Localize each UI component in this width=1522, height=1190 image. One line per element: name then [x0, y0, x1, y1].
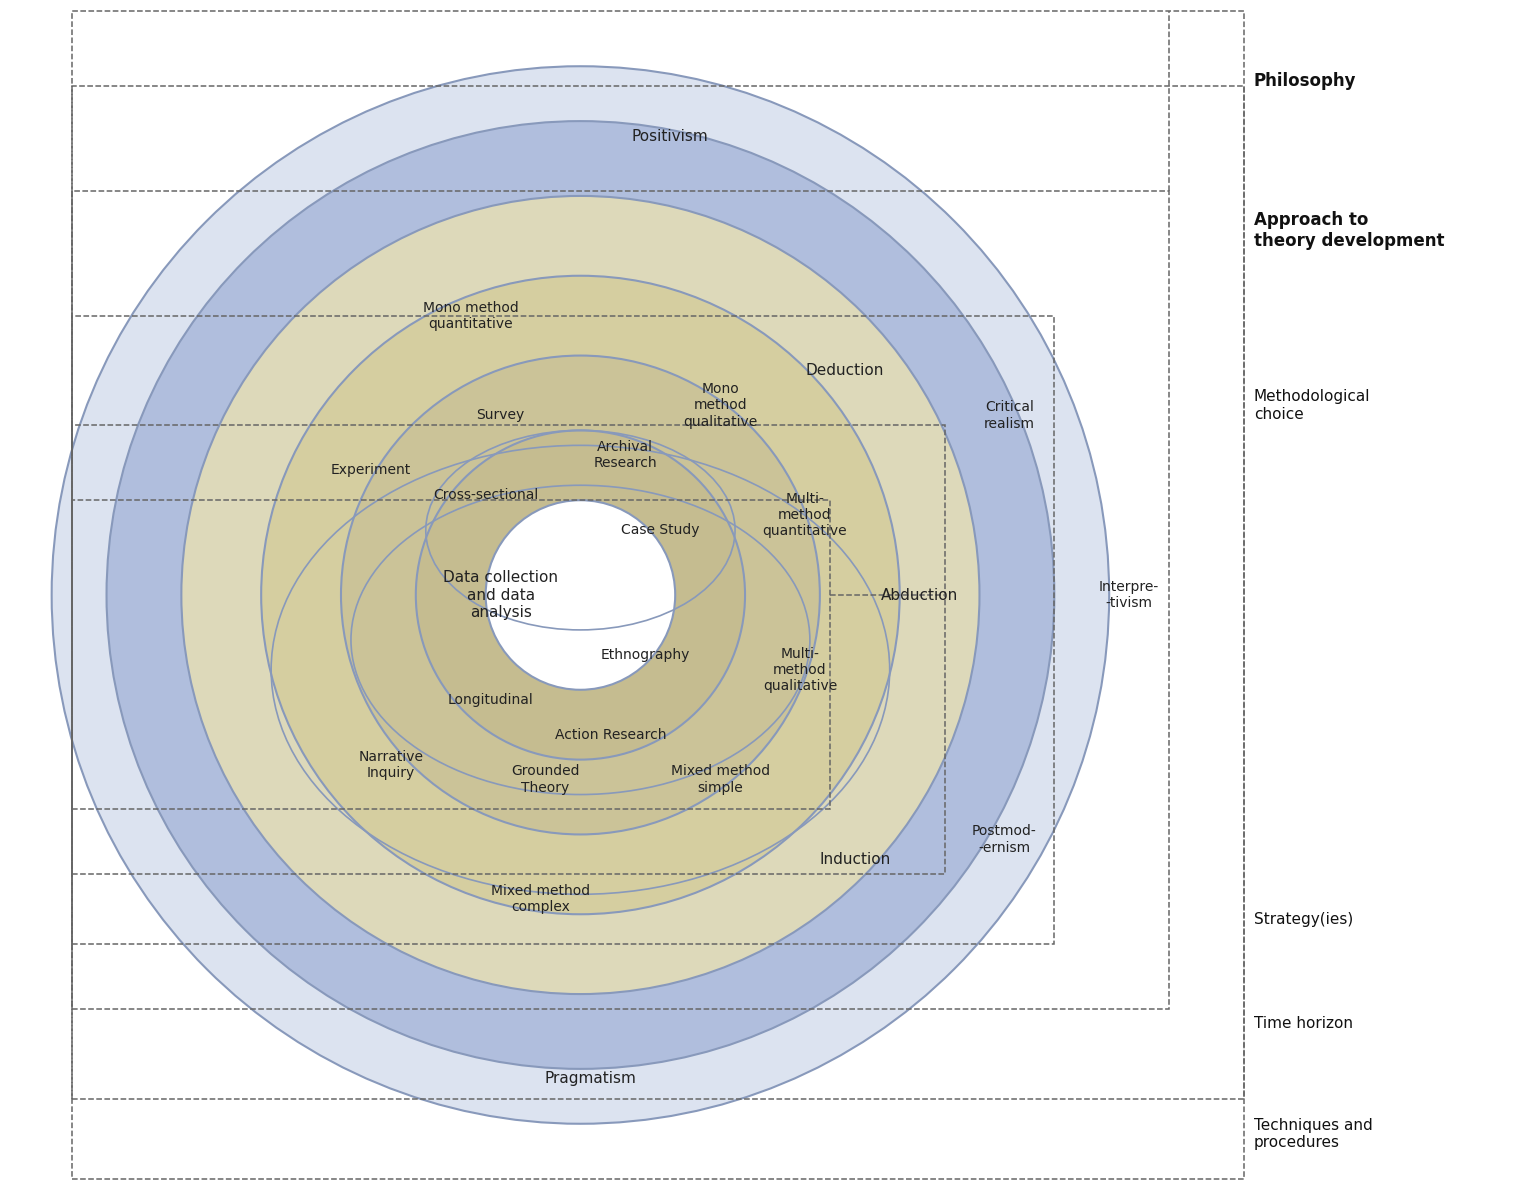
Bar	[72, 425, 945, 875]
Text: Cross-sectional: Cross-sectional	[434, 488, 539, 502]
Text: Survey: Survey	[476, 408, 525, 422]
Text: Pragmatism: Pragmatism	[545, 1071, 636, 1086]
Text: Critical
realism: Critical realism	[983, 400, 1035, 431]
Text: Grounded
Theory: Grounded Theory	[511, 764, 580, 795]
Text: Approach to
theory development: Approach to theory development	[1254, 212, 1444, 250]
Text: Experiment: Experiment	[330, 463, 411, 477]
Ellipse shape	[416, 431, 746, 759]
Text: Data collection
and data
analysis: Data collection and data analysis	[443, 570, 559, 620]
Ellipse shape	[181, 196, 980, 994]
Bar	[72, 86, 1243, 1098]
Text: Ethnography: Ethnography	[601, 647, 689, 662]
Text: Abduction: Abduction	[881, 588, 959, 602]
Text: Multi-
method
qualitative: Multi- method qualitative	[763, 646, 837, 693]
Text: Mixed method
complex: Mixed method complex	[492, 884, 591, 914]
Text: Longitudinal: Longitudinal	[447, 693, 534, 707]
Bar	[72, 190, 1169, 1009]
Text: Interpre-
-tivism: Interpre- -tivism	[1099, 580, 1160, 610]
Text: Induction: Induction	[819, 852, 890, 866]
Ellipse shape	[341, 356, 820, 834]
Bar	[72, 315, 1055, 944]
Text: Strategy(ies): Strategy(ies)	[1254, 912, 1353, 927]
Text: Philosophy: Philosophy	[1254, 73, 1356, 90]
Ellipse shape	[486, 500, 676, 690]
Text: Action Research: Action Research	[554, 727, 667, 741]
Text: Mono
method
qualitative: Mono method qualitative	[683, 382, 758, 428]
Text: Case Study: Case Study	[621, 524, 700, 537]
Bar	[72, 500, 829, 809]
Text: Time horizon: Time horizon	[1254, 1016, 1353, 1032]
Bar	[72, 12, 1243, 1178]
Text: Techniques and
procedures: Techniques and procedures	[1254, 1117, 1373, 1150]
Text: Narrative
Inquiry: Narrative Inquiry	[358, 750, 423, 779]
Ellipse shape	[107, 121, 1055, 1069]
Text: Archival
Research: Archival Research	[594, 440, 658, 470]
Ellipse shape	[262, 276, 900, 914]
Text: Methodological
choice: Methodological choice	[1254, 389, 1370, 421]
Text: Multi-
method
quantitative: Multi- method quantitative	[763, 491, 848, 538]
Ellipse shape	[52, 67, 1110, 1123]
Text: Mono method
quantitative: Mono method quantitative	[423, 301, 519, 331]
Text: Mixed method
simple: Mixed method simple	[671, 764, 770, 795]
Text: Postmod-
-ernism: Postmod- -ernism	[973, 825, 1036, 854]
Text: Positivism: Positivism	[632, 129, 709, 144]
Text: Deduction: Deduction	[805, 363, 884, 378]
